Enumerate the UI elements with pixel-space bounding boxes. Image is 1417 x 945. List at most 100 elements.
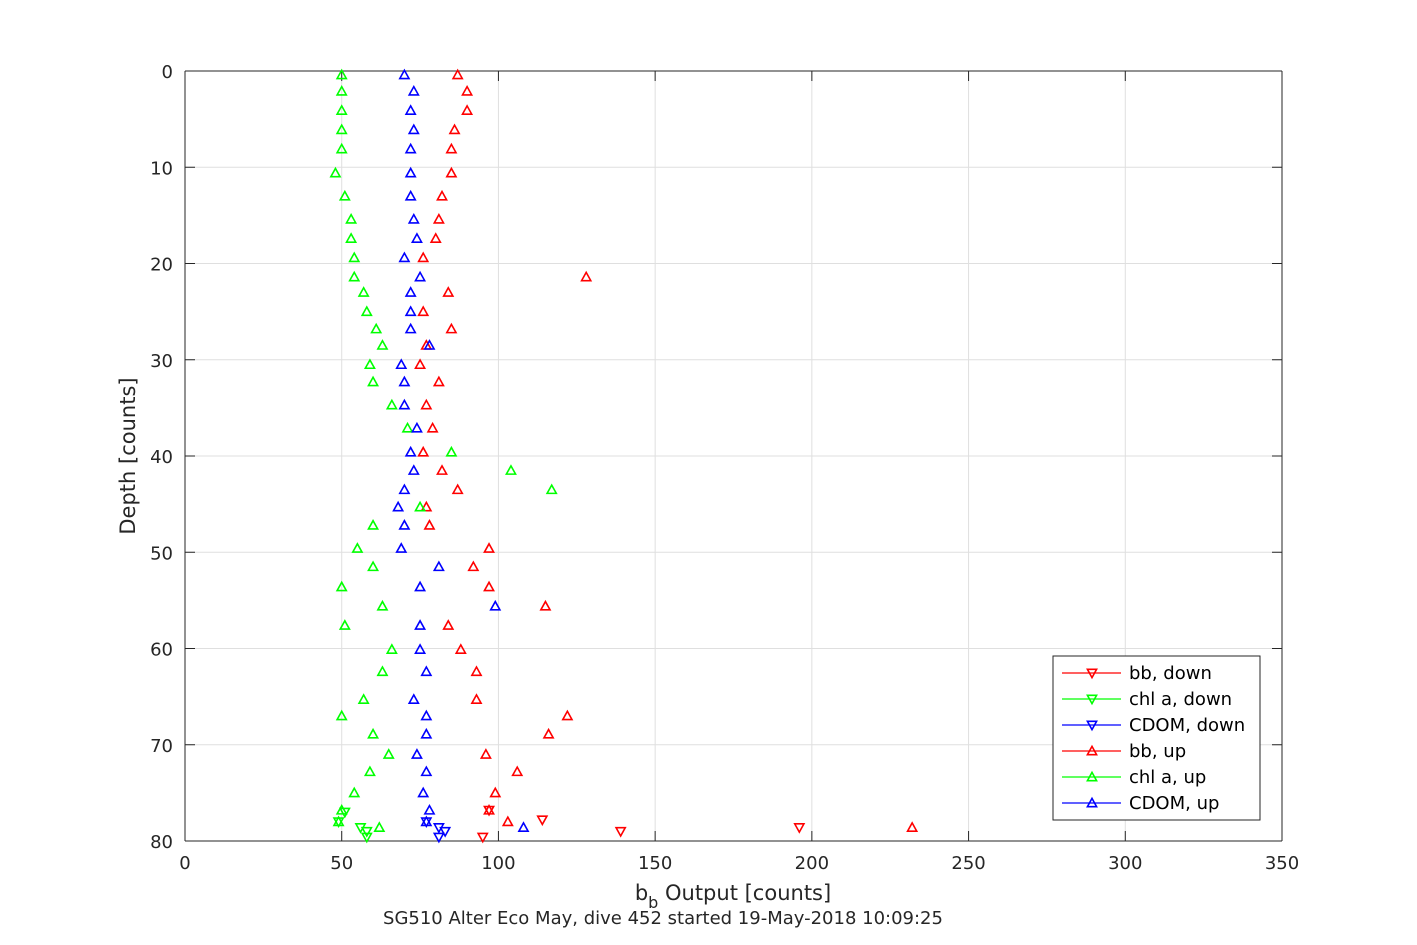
data-point	[536, 815, 549, 827]
data-point	[367, 375, 380, 387]
data-point	[417, 786, 430, 798]
data-point	[542, 727, 555, 739]
data-point	[398, 251, 411, 263]
data-point	[363, 765, 376, 777]
data-point	[404, 166, 417, 178]
data-point	[404, 322, 417, 334]
legend-label: chl a, up	[1129, 767, 1206, 788]
data-point	[363, 358, 376, 370]
x-tick-label: 250	[951, 853, 985, 874]
data-point	[404, 104, 417, 115]
data-point	[417, 305, 430, 317]
data-point	[414, 270, 427, 282]
x-tick-label: 100	[481, 853, 515, 874]
data-point	[436, 189, 448, 201]
data-point	[332, 815, 345, 827]
data-point	[445, 166, 458, 178]
data-point	[432, 212, 445, 224]
legend-box	[1052, 655, 1261, 821]
data-point	[348, 270, 361, 282]
data-point	[351, 542, 364, 553]
legend: bb, down chl a, down CDOM, down bb, up chl a…	[1052, 655, 1261, 821]
y-tick-label: 30	[150, 351, 173, 372]
data-point	[454, 643, 467, 654]
legend-entry: CDOM, down	[1062, 715, 1245, 736]
data-point	[335, 104, 348, 115]
x-axis-label-main: b	[635, 881, 648, 905]
y-tick-label: 60	[150, 640, 173, 661]
x-tick-labels: 0 50 100 150 200 250 300 350	[179, 853, 1299, 874]
legend-marker	[1086, 796, 1098, 808]
data-point	[357, 693, 370, 704]
x-axis-label-rest: Output [counts]	[658, 881, 831, 905]
data-point	[417, 445, 430, 457]
data-point	[451, 483, 464, 495]
data-point	[345, 232, 358, 243]
series-chl-a-up	[329, 68, 558, 833]
data-point	[414, 500, 427, 512]
data-point	[420, 815, 433, 827]
data-point	[420, 398, 433, 410]
data-point	[511, 765, 524, 777]
data-point	[445, 322, 458, 334]
data-point	[420, 665, 433, 677]
data-point	[420, 709, 433, 721]
data-point	[345, 212, 358, 224]
data-point	[404, 305, 417, 317]
data-point	[423, 339, 436, 350]
data-point	[906, 821, 919, 833]
data-point	[410, 748, 423, 759]
x-axis-label-subscript: b	[648, 893, 658, 912]
legend-marker	[1086, 720, 1098, 732]
data-point	[561, 709, 574, 721]
data-point	[432, 560, 445, 572]
data-point	[385, 398, 398, 410]
footer-title: SG510 Alter Eco May, dive 452 started 19…	[383, 908, 943, 929]
legend-entry: CDOM, up	[1062, 793, 1219, 814]
data-point	[357, 286, 370, 297]
data-point	[461, 84, 474, 96]
data-point	[367, 519, 380, 530]
data-point	[398, 483, 411, 495]
data-point	[407, 123, 420, 135]
legend-marker	[1086, 694, 1098, 706]
x-tick-label: 50	[330, 853, 353, 874]
data-point	[335, 709, 348, 721]
data-point	[417, 251, 430, 263]
data-point	[335, 142, 348, 154]
data-point	[335, 580, 348, 592]
data-point	[335, 123, 348, 135]
y-tick-label: 70	[150, 736, 173, 757]
legend-marker	[1086, 744, 1098, 756]
data-point	[398, 375, 411, 387]
data-point	[376, 339, 389, 350]
data-point	[385, 643, 398, 654]
data-point	[404, 142, 417, 154]
data-point	[404, 189, 417, 201]
data-point	[432, 375, 445, 387]
data-point	[539, 599, 552, 611]
data-point	[483, 803, 495, 815]
y-tick-label: 20	[150, 255, 173, 276]
legend-entry: chl a, down	[1062, 689, 1232, 710]
data-point	[470, 665, 483, 677]
data-point	[404, 445, 417, 457]
series-bb-up	[414, 68, 919, 833]
data-point	[398, 398, 411, 410]
data-point	[580, 270, 593, 282]
data-point	[470, 693, 483, 704]
data-point	[505, 464, 517, 475]
y-tick-label: 40	[150, 447, 173, 468]
x-tick-label: 0	[179, 853, 190, 874]
data-point	[382, 748, 395, 759]
data-point	[420, 727, 433, 739]
data-point	[404, 286, 417, 297]
data-point	[348, 786, 361, 798]
x-axis-label: bb Output [counts]	[635, 881, 831, 912]
y-tick-label: 50	[150, 543, 173, 564]
data-point	[420, 500, 433, 512]
data-point	[373, 821, 386, 833]
data-point	[376, 665, 389, 677]
legend-label: chl a, down	[1129, 689, 1232, 710]
data-point	[517, 821, 530, 833]
